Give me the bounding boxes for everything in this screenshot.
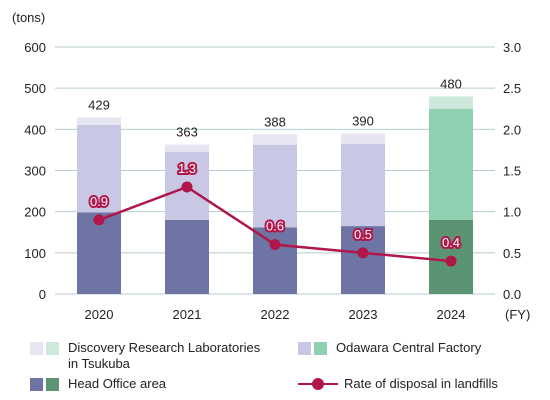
right-tick-label: 3.0	[503, 40, 521, 55]
landfill-point	[357, 247, 369, 259]
bar-odawara	[253, 144, 297, 228]
bar-tsukuba	[253, 134, 297, 145]
legend-swatch-tsukuba	[30, 342, 43, 355]
left-axis-ticks: 0 100 200 300 400 500 600	[24, 40, 46, 302]
bar-tsukuba	[165, 144, 209, 152]
bar-head-office	[77, 212, 121, 294]
left-tick-label: 0	[39, 287, 46, 302]
left-tick-label: 600	[24, 40, 46, 55]
x-tick-label: 2022	[261, 307, 290, 322]
x-tick-label: 2023	[349, 307, 378, 322]
legend-label-tsukuba: Discovery Research Laboratories in Tsuku…	[68, 340, 260, 372]
left-tick-label: 500	[24, 81, 46, 96]
bar-head-office	[253, 227, 297, 294]
landfill-line: 0.9 1.3 0.6 0.5 0.4	[88, 159, 462, 267]
bar-totals: 429 363 388 390 480	[88, 76, 462, 139]
left-tick-label: 300	[24, 164, 46, 179]
left-tick-label: 200	[24, 205, 46, 220]
right-tick-label: 1.5	[503, 164, 521, 179]
right-tick-label: 0.5	[503, 246, 521, 261]
legend-label-tsukuba-line1: Discovery Research Laboratories	[68, 340, 261, 355]
left-tick-label: 400	[24, 122, 46, 137]
x-tick-label: 2024	[437, 307, 466, 322]
bar-odawara	[429, 108, 473, 220]
x-tick-label: 2021	[173, 307, 202, 322]
landfill-point	[445, 255, 457, 267]
bars	[77, 96, 473, 294]
right-tick-label: 1.0	[503, 205, 521, 220]
x-axis-ticks: 2020 2021 2022 2023 2024	[85, 307, 466, 322]
waste-chart: 0 100 200 300 400 500 600 0.0 0.5 1.0 1.5 2.0 2.5 3.…	[12, 10, 530, 322]
bar-total-label: 480	[440, 76, 462, 91]
legend-label-head-office: Head Office area	[68, 376, 167, 391]
bar-head-office	[165, 219, 209, 294]
bar-odawara	[77, 124, 121, 213]
right-tick-label: 2.0	[503, 122, 521, 137]
right-axis-unit: (FY)	[505, 307, 530, 322]
legend-label-tsukuba-line2: in Tsukuba	[68, 356, 130, 371]
legend-item-landfill: Rate of disposal in landfills	[298, 376, 498, 392]
legend-swatch-head-office-2024	[46, 378, 59, 391]
landfill-data-label: 1.3	[178, 161, 196, 176]
legend-item-head-office: Head Office area	[30, 376, 166, 392]
right-tick-label: 0.0	[503, 287, 521, 302]
bar-total-label: 429	[88, 97, 110, 112]
bar-head-office	[341, 226, 385, 294]
legend-swatch-odawara	[298, 342, 311, 355]
bar-total-label: 390	[352, 113, 374, 128]
landfill-data-label: 0.9	[90, 194, 108, 209]
legend: Discovery Research Laboratories in Tsuku…	[0, 330, 550, 400]
bar-tsukuba	[429, 96, 473, 109]
bar-total-label: 388	[264, 114, 286, 129]
left-tick-label: 100	[24, 246, 46, 261]
legend-label-odawara: Odawara Central Factory	[336, 340, 482, 355]
x-tick-label: 2020	[85, 307, 114, 322]
right-tick-label: 2.5	[503, 81, 521, 96]
legend-swatch-head-office	[30, 378, 43, 391]
landfill-point	[181, 181, 193, 193]
landfill-data-label: 0.5	[354, 227, 372, 242]
legend-swatch-tsukuba-2024	[46, 342, 59, 355]
legend-swatch-landfill-dot	[312, 378, 324, 390]
bar-tsukuba	[77, 117, 121, 125]
legend-swatch-landfill	[298, 377, 338, 391]
bar-odawara	[341, 143, 385, 227]
landfill-point	[93, 214, 105, 226]
bar-tsukuba	[341, 133, 385, 144]
legend-swatch-odawara-2024	[314, 342, 327, 355]
right-axis-ticks: 0.0 0.5 1.0 1.5 2.0 2.5 3.0	[503, 40, 521, 302]
legend-item-tsukuba: Discovery Research Laboratories in Tsuku…	[30, 340, 260, 372]
legend-label-landfill: Rate of disposal in landfills	[344, 376, 498, 391]
landfill-data-label: 0.6	[266, 219, 284, 234]
landfill-point	[269, 239, 281, 251]
legend-item-odawara: Odawara Central Factory	[298, 340, 481, 356]
bar-total-label: 363	[176, 125, 198, 140]
landfill-data-label: 0.4	[442, 235, 460, 250]
left-axis-unit: (tons)	[12, 10, 45, 25]
